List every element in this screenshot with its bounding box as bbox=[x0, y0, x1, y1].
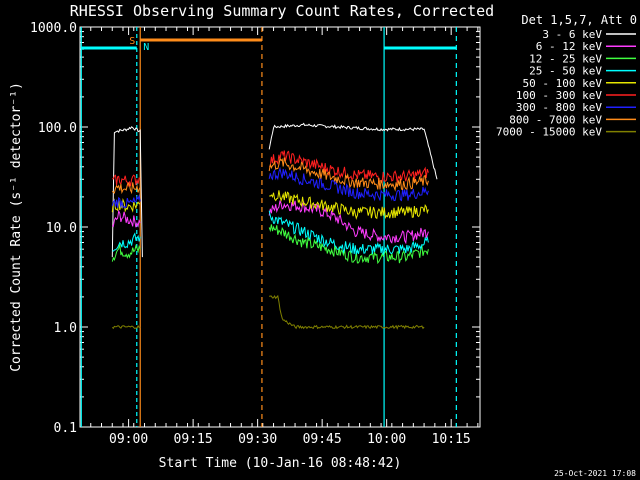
series-line bbox=[268, 224, 429, 265]
time-markers bbox=[80, 27, 457, 427]
series-line bbox=[268, 200, 429, 245]
legend-label: 300 - 800 keV bbox=[516, 101, 602, 114]
series-1 bbox=[111, 200, 429, 245]
legend-title: Det 1,5,7, Att 0 bbox=[521, 13, 637, 27]
y-tick-label: 1.0 bbox=[54, 321, 77, 336]
x-axis-label: Start Time (10-Jan-16 08:48:42) bbox=[159, 456, 402, 471]
x-tick-label: 10:15 bbox=[432, 432, 471, 447]
flag-bars: SN bbox=[81, 36, 457, 53]
legend-label: 12 - 25 keV bbox=[529, 52, 602, 65]
series-7 bbox=[111, 156, 429, 195]
y-tick-label: 1000.0 bbox=[30, 21, 77, 36]
series-2 bbox=[111, 224, 429, 265]
series-line bbox=[111, 181, 141, 195]
x-tick-label: 09:30 bbox=[238, 432, 277, 447]
series-line bbox=[269, 294, 425, 330]
legend-label: 3 - 6 keV bbox=[542, 28, 602, 41]
x-tick-label: 09:45 bbox=[303, 432, 342, 447]
series-8 bbox=[111, 294, 425, 330]
series-line bbox=[269, 190, 429, 220]
series-0 bbox=[111, 122, 438, 258]
series-group bbox=[111, 122, 438, 330]
x-tick-label: 10:00 bbox=[367, 432, 406, 447]
series-line bbox=[268, 166, 429, 202]
timestamp: 25-Oct-2021 17:08 bbox=[554, 469, 636, 478]
saa-flag-label: S bbox=[129, 36, 135, 47]
series-line bbox=[268, 122, 438, 180]
series-3 bbox=[112, 210, 429, 256]
series-line bbox=[111, 244, 141, 262]
x-tick-label: 09:15 bbox=[174, 432, 213, 447]
series-6 bbox=[111, 166, 429, 209]
legend-label: 25 - 50 keV bbox=[529, 65, 602, 78]
series-line bbox=[111, 198, 141, 213]
x-tick-label: 09:00 bbox=[109, 432, 148, 447]
series-line bbox=[111, 126, 143, 258]
x-axis: 09:00 09:15 09:30 09:45 10:00 10:15 bbox=[79, 27, 479, 447]
series-line bbox=[268, 156, 429, 192]
chart-title: RHESSI Observing Summary Count Rates, Co… bbox=[70, 2, 494, 20]
night-flag-label: N bbox=[143, 42, 149, 53]
y-axis: 1000.0 100.0 10.0 1.0 0.1 bbox=[30, 21, 480, 436]
legend-label: 800 - 7000 keV bbox=[509, 113, 602, 126]
legend-label: 7000 - 15000 keV bbox=[496, 126, 602, 139]
y-tick-label: 100.0 bbox=[38, 121, 77, 136]
series-4 bbox=[111, 190, 429, 220]
legend-label: 6 - 12 keV bbox=[536, 40, 603, 53]
y-tick-label: 10.0 bbox=[46, 221, 77, 236]
series-line bbox=[268, 210, 429, 256]
series-line bbox=[111, 324, 141, 330]
series-line bbox=[111, 194, 141, 209]
legend-label: 50 - 100 keV bbox=[523, 77, 603, 90]
series-line bbox=[112, 232, 141, 252]
y-axis-label: Corrected Count Rate (s⁻¹ detector⁻¹) bbox=[9, 82, 24, 372]
y-tick-label: 0.1 bbox=[54, 421, 77, 436]
series-line bbox=[111, 209, 141, 228]
legend-label: 100 - 300 keV bbox=[516, 89, 602, 102]
series-line bbox=[112, 174, 141, 188]
